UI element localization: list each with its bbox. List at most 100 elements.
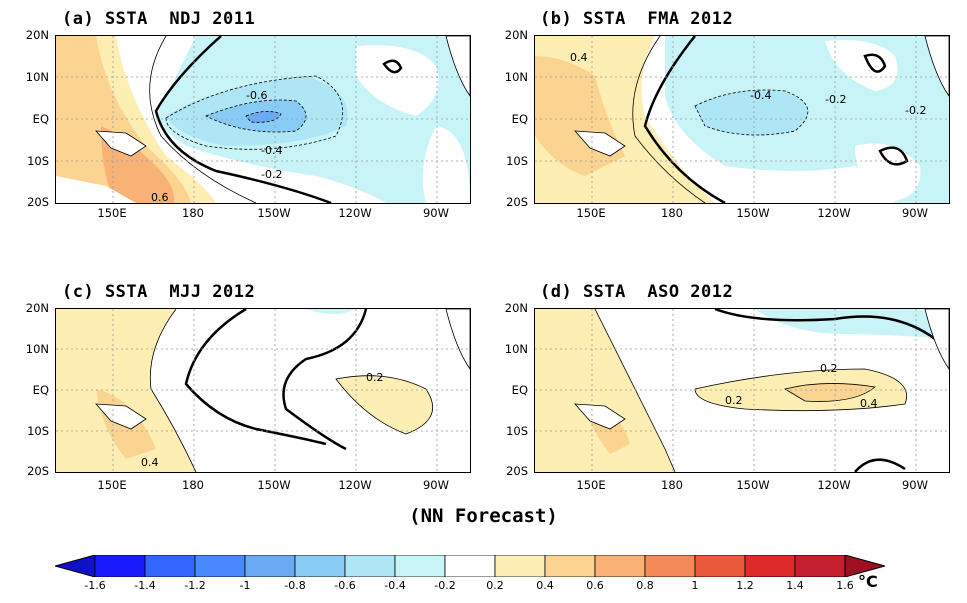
contour-label: 0.4 xyxy=(141,456,159,469)
colorbar-tick-label: -0.8 xyxy=(284,579,306,592)
colorbar-tick-label: -1.4 xyxy=(134,579,156,592)
lon-label-150e: 150E xyxy=(97,206,127,220)
neutral-patch xyxy=(855,143,921,203)
colorbar-tick-label: -1.6 xyxy=(84,579,106,592)
colorbar-cell xyxy=(444,555,496,577)
lat-label-10n: 10N xyxy=(25,70,49,84)
lat-label-eq: EQ xyxy=(32,112,49,126)
lon-label-180: 180 xyxy=(661,478,683,492)
colorbar-cell xyxy=(494,555,546,577)
lat-label-20s: 20S xyxy=(506,195,528,209)
map-panel-b: 0.4 -0.4 -0.2 -0.2 xyxy=(534,35,950,204)
colorbar-cell xyxy=(344,555,396,577)
colorbar-cell xyxy=(294,555,346,577)
colorbar-tick-label: 1.2 xyxy=(736,579,754,592)
contour-label: 0.6 xyxy=(151,191,169,203)
colorbar-cell xyxy=(744,555,796,577)
warm-patch xyxy=(336,375,433,434)
lat-label-20s: 20S xyxy=(506,464,528,478)
colorbar-tick-label: 0.6 xyxy=(586,579,604,592)
colorbar-cell xyxy=(594,555,646,577)
land-americas xyxy=(445,309,470,370)
colorbar-cell xyxy=(194,555,246,577)
lon-label-150e: 150E xyxy=(576,206,606,220)
colorbar-cell xyxy=(694,555,746,577)
lon-label-150w: 150W xyxy=(736,206,770,220)
panel-d-title: (d) SSTA ASO 2012 xyxy=(540,282,734,302)
colorbar-tick-label: 1.6 xyxy=(836,579,854,592)
land-australia xyxy=(56,176,136,203)
land-new-guinea xyxy=(574,403,626,430)
lon-label-150w: 150W xyxy=(257,206,291,220)
contour-label: -0.4 xyxy=(261,144,282,157)
colorbar-tick-label: -0.6 xyxy=(334,579,356,592)
contour-label: -0.2 xyxy=(905,104,926,117)
colorbar-tick-label: -1.2 xyxy=(184,579,206,592)
map-panel-d: 0.2 0.2 0.4 xyxy=(534,308,950,473)
lat-label-20s: 20S xyxy=(27,195,49,209)
lon-label-90w: 90W xyxy=(901,478,928,492)
lon-label-180: 180 xyxy=(661,206,683,220)
contour-label: 0.2 xyxy=(366,371,384,384)
contour-label: -0.2 xyxy=(261,168,282,181)
colorbar-cell xyxy=(794,555,846,577)
colorbar-tick-label: 0.4 xyxy=(536,579,554,592)
lat-label-20s: 20S xyxy=(27,464,49,478)
lon-label-180: 180 xyxy=(182,478,204,492)
colorbar-cell xyxy=(644,555,696,577)
cold-region xyxy=(306,309,356,314)
contour-label: -0.4 xyxy=(750,89,771,102)
panel-c-title: (c) SSTA MJJ 2012 xyxy=(62,282,256,302)
lat-label-10s: 10S xyxy=(27,424,49,438)
colorbar-cell xyxy=(544,555,596,577)
cold-region xyxy=(755,309,949,339)
lon-label-120w: 120W xyxy=(817,478,851,492)
warm-region xyxy=(535,309,675,472)
lon-label-90w: 90W xyxy=(422,478,449,492)
colorbar-cell xyxy=(94,555,146,577)
lat-label-eq: EQ xyxy=(511,383,528,397)
lat-label-10n: 10N xyxy=(504,342,528,356)
lat-label-10s: 10S xyxy=(506,154,528,168)
lon-label-120w: 120W xyxy=(817,206,851,220)
contour-label: 0.2 xyxy=(725,394,743,407)
lat-label-10s: 10S xyxy=(506,424,528,438)
cold-region-max xyxy=(246,111,281,123)
colorbar-cell xyxy=(394,555,446,577)
colorbar-tick-label: -0.2 xyxy=(434,579,456,592)
lat-label-eq: EQ xyxy=(511,112,528,126)
lon-label-150w: 150W xyxy=(736,478,770,492)
map-panel-a: -0.6 -0.4 -0.2 0.6 xyxy=(55,35,471,204)
colorbar-tick-label: 0.2 xyxy=(486,579,504,592)
forecast-caption: (NN Forecast) xyxy=(409,505,558,527)
land-americas xyxy=(924,36,949,97)
contour-label: -0.6 xyxy=(246,89,267,102)
map-panel-c: 0.2 0.4 xyxy=(55,308,471,473)
lat-label-10n: 10N xyxy=(25,342,49,356)
colorbar xyxy=(55,555,885,577)
colorbar-cell xyxy=(144,555,196,577)
lon-label-150e: 150E xyxy=(576,478,606,492)
lat-label-20n: 20N xyxy=(504,28,528,42)
colorbar-unit: °C xyxy=(858,572,878,591)
lon-label-120w: 120W xyxy=(338,478,372,492)
lat-label-eq: EQ xyxy=(32,383,49,397)
colorbar-cell xyxy=(244,555,296,577)
colorbar-tick-label: 1 xyxy=(691,579,699,592)
lat-label-20n: 20N xyxy=(25,301,49,315)
panel-b-title: (b) SSTA FMA 2012 xyxy=(540,9,734,29)
lon-label-90w: 90W xyxy=(422,206,449,220)
lat-label-10n: 10N xyxy=(504,70,528,84)
contour-label: 0.4 xyxy=(860,397,878,410)
land-americas xyxy=(445,36,470,97)
neutral-patch xyxy=(356,45,439,116)
colorbar-tick-label: -1 xyxy=(239,579,251,592)
cold-region-mid xyxy=(695,90,808,135)
warm-patch-core xyxy=(785,383,875,402)
colorbar-right-arrow xyxy=(844,555,885,577)
neutral-patch xyxy=(422,126,470,203)
contour-label: 0.2 xyxy=(820,362,838,375)
lat-label-10s: 10S xyxy=(27,154,49,168)
colorbar-tick-label: 0.8 xyxy=(636,579,654,592)
lon-label-180: 180 xyxy=(182,206,204,220)
